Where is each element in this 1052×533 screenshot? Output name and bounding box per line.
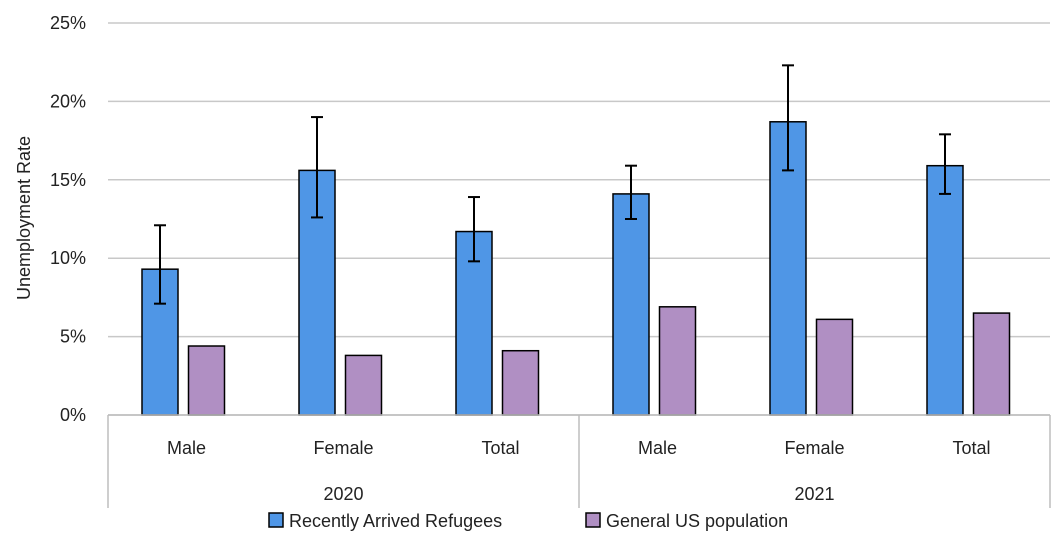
- x-axis: Male Female Total Male Female Total 2020 2021: [107, 414, 1051, 508]
- error-bar: [468, 196, 480, 263]
- bar-general-us: [501, 349, 540, 416]
- x-group-label: 2020: [323, 484, 363, 504]
- error-bar: [154, 224, 166, 305]
- x-tick-label: Total: [481, 438, 519, 458]
- y-tick-label: 20%: [50, 91, 86, 111]
- x-tick-label: Male: [638, 438, 677, 458]
- y-tick-label: 15%: [50, 170, 86, 190]
- legend-swatch-refugees: [268, 512, 284, 528]
- gridlines: [108, 22, 1050, 416]
- legend: Recently Arrived Refugees General US pop…: [268, 511, 788, 531]
- y-tick-label: 5%: [60, 327, 86, 347]
- x-group-label: 2021: [794, 484, 834, 504]
- y-tick-label: 10%: [50, 248, 86, 268]
- y-axis-ticks: 0% 5% 10% 15% 20% 25%: [50, 13, 86, 425]
- y-tick-label: 25%: [50, 13, 86, 33]
- x-tick-label: Total: [952, 438, 990, 458]
- legend-label-general-us: General US population: [606, 511, 788, 531]
- error-bar: [311, 116, 323, 219]
- bars: [141, 121, 1011, 416]
- bar-general-us: [344, 354, 383, 416]
- legend-swatch-general-us: [585, 512, 601, 528]
- error-bar: [625, 164, 637, 220]
- bar-refugees: [926, 164, 964, 416]
- x-tick-label: Female: [313, 438, 373, 458]
- bar-general-us: [187, 345, 226, 416]
- y-axis-title: Unemployment Rate: [14, 136, 34, 300]
- bar-general-us: [658, 306, 697, 416]
- x-tick-label: Male: [167, 438, 206, 458]
- bar-refugees: [612, 193, 650, 416]
- legend-label-refugees: Recently Arrived Refugees: [289, 511, 502, 531]
- bar-general-us: [972, 312, 1011, 416]
- error-bar: [782, 64, 794, 172]
- bar-general-us: [815, 318, 854, 416]
- error-bars: [154, 64, 951, 305]
- y-tick-label: 0%: [60, 405, 86, 425]
- x-tick-label: Female: [784, 438, 844, 458]
- error-bar: [939, 133, 951, 195]
